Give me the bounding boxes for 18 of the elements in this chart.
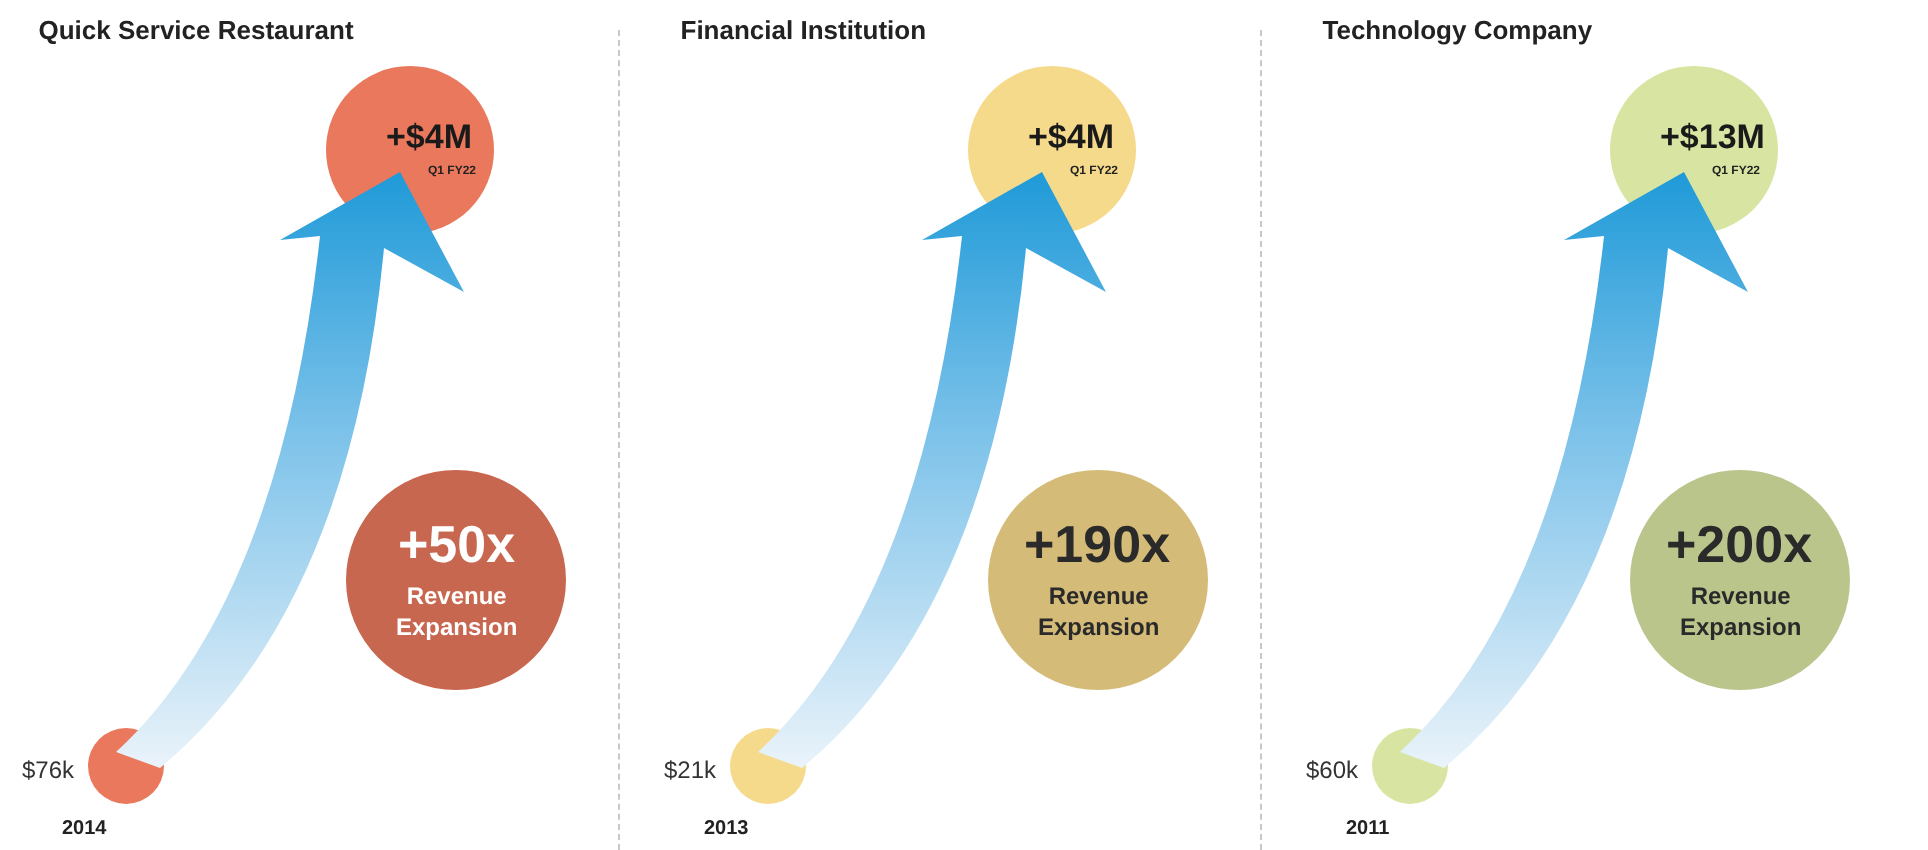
text: Revenue Expansion — [396, 582, 518, 642]
text: Revenue Expansion — [1680, 582, 1802, 642]
data-label: +$4M — [1028, 118, 1114, 156]
data-label: +$4M — [386, 118, 472, 156]
text: Technology Company — [1322, 14, 1594, 45]
data-label: $60k — [1306, 756, 1361, 784]
text: Financial Institution — [680, 14, 927, 45]
data-label: +$13M — [1660, 118, 1765, 156]
category-label: 2013 — [704, 818, 750, 840]
text: Quick Service Restaurant — [38, 14, 355, 45]
text: +200x — [1666, 514, 1814, 574]
category-label: 2014 — [62, 818, 108, 840]
data-label: $76k — [22, 756, 77, 784]
text: +190x — [1024, 514, 1172, 574]
category-label: 2011 — [1346, 818, 1391, 840]
text: +50x — [398, 514, 517, 574]
data-label: $21k — [664, 756, 719, 784]
text: Revenue Expansion — [1038, 582, 1160, 642]
